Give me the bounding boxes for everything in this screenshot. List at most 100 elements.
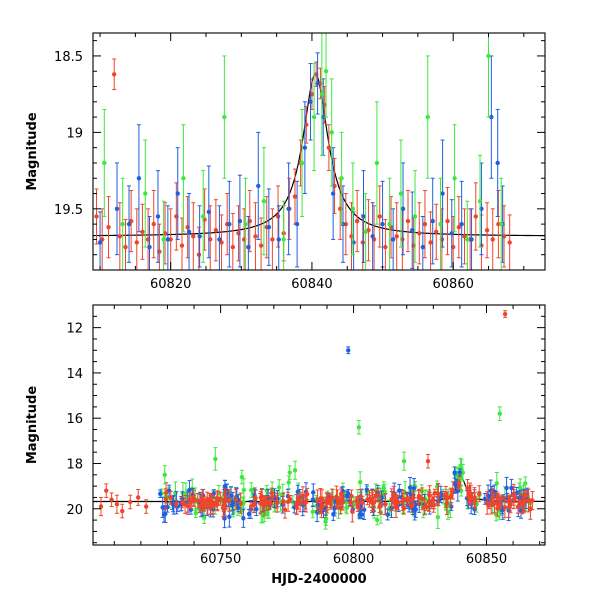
data-point-red <box>410 493 416 504</box>
data-point-red <box>393 496 399 518</box>
data-point-green <box>161 200 166 270</box>
data-point-green <box>299 108 305 217</box>
data-point-red <box>233 488 239 511</box>
data-point-green <box>401 451 407 471</box>
data-point-red <box>473 182 478 251</box>
data-point-red <box>106 196 111 259</box>
data-point-red <box>340 492 346 511</box>
data-point-green <box>261 147 267 256</box>
data-point-red <box>400 489 406 508</box>
data-point-green <box>425 55 430 179</box>
data-point-blue <box>420 215 426 270</box>
plot-area <box>93 310 545 530</box>
data-point-red <box>456 196 462 259</box>
data-point-red <box>200 489 205 510</box>
data-point-blue <box>126 185 132 263</box>
x-tick-label: 60820 <box>150 277 191 292</box>
data-point-green <box>329 78 334 187</box>
data-point-red <box>462 208 467 265</box>
data-point-blue <box>385 508 390 521</box>
data-point-red <box>389 488 394 511</box>
data-point-red <box>445 186 450 256</box>
data-point-green <box>310 505 315 519</box>
data-point-red <box>472 491 478 510</box>
data-point-red <box>266 495 272 511</box>
y-tick-label: 20 <box>66 503 83 518</box>
data-point-blue <box>380 180 385 268</box>
data-point-red <box>528 498 533 520</box>
data-point-blue <box>459 180 464 268</box>
data-point-blue <box>302 101 308 195</box>
data-point-red <box>300 486 306 506</box>
data-point-red <box>248 501 254 511</box>
data-point-blue <box>310 492 316 508</box>
data-point-green <box>102 108 107 217</box>
data-point-green <box>311 63 317 172</box>
data-point-green <box>438 177 443 270</box>
data-point-blue <box>410 191 415 269</box>
data-point-red <box>419 487 425 511</box>
data-point-red <box>258 217 264 270</box>
data-point-blue <box>308 63 313 141</box>
data-point-red <box>205 496 210 515</box>
data-point-blue <box>390 208 396 270</box>
y-tick-label: 19.5 <box>54 203 83 218</box>
data-point-blue <box>114 162 120 256</box>
data-point-red <box>490 208 495 270</box>
data-point-red <box>416 489 421 506</box>
data-point-red <box>213 199 219 262</box>
data-point-red <box>354 496 359 506</box>
data-point-blue <box>315 52 320 115</box>
y-axis-label: Magnitude <box>25 386 40 465</box>
x-tick-label: 60840 <box>291 277 332 292</box>
data-point-red <box>182 495 188 514</box>
data-point-green <box>213 447 218 471</box>
data-point-red <box>507 214 512 270</box>
data-point-red <box>349 489 354 503</box>
data-point-blue <box>361 170 366 263</box>
data-point-green <box>323 513 328 530</box>
data-point-green <box>387 177 392 270</box>
data-point-green <box>181 124 186 233</box>
data-point-red <box>257 492 263 514</box>
data-point-red <box>270 208 275 270</box>
data-point-red <box>427 489 432 501</box>
data-point-red <box>405 189 411 253</box>
data-point-red <box>128 494 133 510</box>
data-point-blue <box>469 208 474 270</box>
data-point-blue <box>241 508 246 528</box>
data-point-red <box>328 494 333 510</box>
y-tick-label: 19 <box>66 126 83 141</box>
data-point-green <box>363 193 368 270</box>
data-point-red <box>298 491 303 513</box>
data-point-blue <box>440 139 445 248</box>
data-point-red <box>324 492 330 511</box>
x-tick-label: 60860 <box>433 277 474 292</box>
data-point-blue <box>160 496 165 518</box>
data-point-red <box>445 491 450 505</box>
y-axis-label: Magnitude <box>25 112 40 191</box>
data-point-red <box>326 124 332 172</box>
data-point-green <box>319 33 325 156</box>
data-point-blue <box>294 180 300 268</box>
data-point-blue <box>97 211 103 270</box>
data-point-blue <box>136 124 142 233</box>
data-point-blue <box>400 162 406 256</box>
data-point-blue <box>276 205 281 270</box>
data-point-blue <box>197 205 202 268</box>
data-point-green <box>222 55 227 179</box>
data-point-red <box>104 483 109 498</box>
data-point-red <box>227 488 232 512</box>
data-point-red <box>99 208 105 270</box>
data-point-red <box>219 214 224 270</box>
data-point-red <box>477 485 482 503</box>
bottom-panel: 60750 60800 60850 12 14 16 18 20 Magnitude HJD-24… <box>25 304 546 587</box>
data-point-red <box>134 208 139 270</box>
data-point-green <box>162 465 167 485</box>
data-point-green <box>465 200 470 270</box>
data-point-red <box>350 500 355 523</box>
data-point-blue <box>175 147 180 240</box>
data-point-blue <box>206 165 212 259</box>
x-tick-label: 60800 <box>333 552 374 567</box>
data-point-red <box>490 488 495 507</box>
